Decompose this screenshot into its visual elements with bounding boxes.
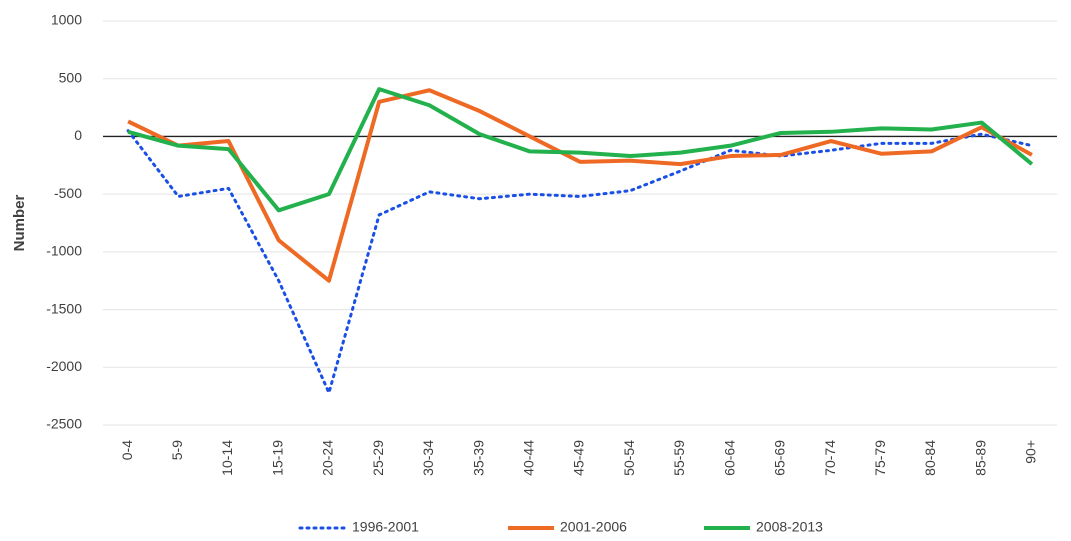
x-tick-label: 20-24 [320,440,336,476]
x-tick-label: 15-19 [269,440,285,476]
y-tick-label: -1500 [46,300,82,316]
x-tick-label: 0-4 [119,440,135,460]
y-tick-label: 0 [74,127,82,143]
legend-label: 1996-2001 [352,519,419,535]
y-tick-label: -1000 [46,243,82,259]
y-tick-label: -2500 [46,416,82,432]
y-tick-label: -2000 [46,358,82,374]
x-tick-label: 70-74 [822,440,838,476]
series-line [127,88,1033,283]
x-tick-label: 55-59 [671,440,687,476]
y-tick-label: -500 [54,185,82,201]
x-tick-label: 45-49 [571,440,587,476]
x-tick-label: 40-44 [520,440,536,476]
series-line [126,129,1034,395]
x-tick-label: 90+ [1023,440,1039,464]
x-tick-label: 85-89 [972,440,988,476]
x-tick-label: 75-79 [872,440,888,476]
x-tick-label: 10-14 [219,440,235,476]
x-tick-label: 25-29 [370,440,386,476]
x-tick-label: 65-69 [772,440,788,476]
x-tick-label: 30-34 [420,440,436,476]
y-axis-label: Number [11,195,28,252]
x-tick-label: 60-64 [721,440,737,476]
y-tick-label: 500 [59,69,83,85]
legend-label: 2001-2006 [560,519,627,535]
x-tick-label: 35-39 [470,440,486,476]
series-line [127,87,1034,213]
legend-label: 2008-2013 [756,519,823,535]
y-tick-label: 1000 [51,12,82,28]
x-tick-label: 50-54 [621,440,637,476]
x-tick-label: 80-84 [922,440,938,476]
x-tick-label: 5-9 [169,440,185,460]
